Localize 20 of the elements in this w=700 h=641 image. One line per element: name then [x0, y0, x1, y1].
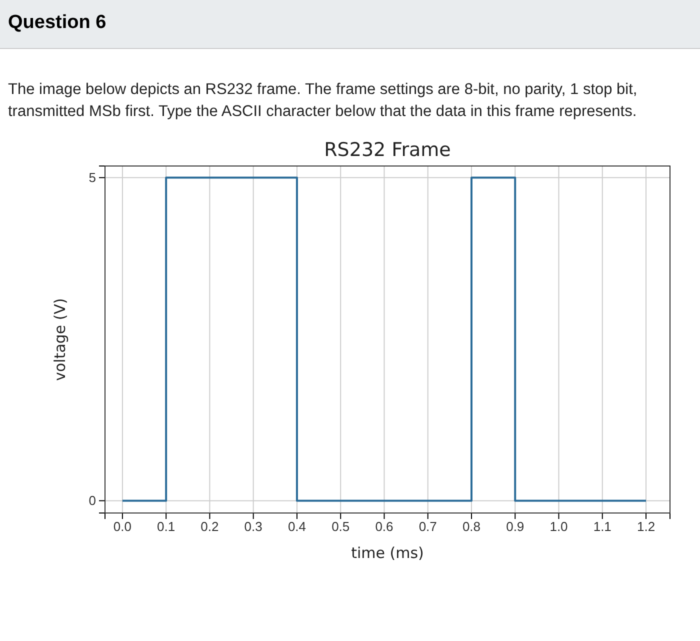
x-tick-label: 0.2: [200, 519, 219, 534]
x-tick-label: 1.1: [593, 519, 612, 534]
x-tick-label: 0.7: [418, 519, 437, 534]
y-tick-label: 5: [88, 170, 96, 185]
x-tick-label: 0.4: [288, 519, 306, 534]
y-tick-label: 0: [88, 492, 96, 508]
x-tick-label: 1.2: [636, 519, 656, 534]
x-tick-label: 0.3: [244, 519, 262, 534]
x-tick-label: 0.9: [506, 519, 524, 534]
y-axis-title: voltage (V): [51, 298, 69, 381]
x-tick-label: 0.1: [157, 519, 176, 534]
x-tick-label: 1.0: [550, 519, 568, 534]
x-tick-label: 0.6: [375, 519, 394, 534]
x-tick-label: 0.8: [462, 519, 481, 534]
x-tick-label: 0.5: [332, 519, 350, 534]
chart-title: RS232 Frame: [324, 139, 451, 161]
text: Question 6: [0, 0, 700, 49]
x-axis-title: time (ms): [351, 544, 424, 562]
text: The image below depicts an RS232 frame. The frame settings are 8-bit, no parity, 1 stop bit, transmitted MSb first. Type the ASCII character below that the data in this frame represents.: [7, 80, 638, 122]
x-tick-label: 0.0: [113, 519, 132, 534]
